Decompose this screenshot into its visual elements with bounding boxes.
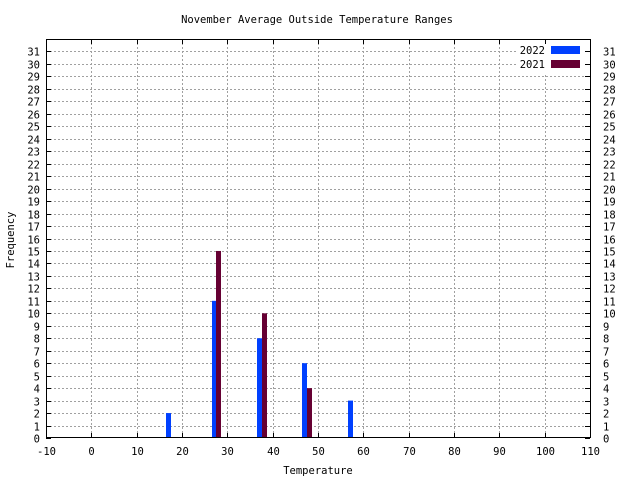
bars xyxy=(166,250,353,438)
x-tick-label: 100 xyxy=(536,446,555,458)
y-tick-label-left: 28 xyxy=(27,85,40,97)
legend-swatch-2021 xyxy=(551,60,580,68)
y-tick-label-right: 25 xyxy=(603,122,616,134)
y-tick-label-left: 7 xyxy=(34,347,40,359)
x-tick-label: 0 xyxy=(88,446,94,458)
y-tick-label-right: 23 xyxy=(603,147,616,159)
y-tick-label-left: 16 xyxy=(27,235,40,247)
bar-2022 xyxy=(302,363,307,438)
bar-2021 xyxy=(307,388,312,438)
x-tick-label: 50 xyxy=(312,446,325,458)
y-tick-label-left: 3 xyxy=(34,397,40,409)
bar-2022 xyxy=(166,413,171,438)
legend-label-2022: 2022 xyxy=(520,45,545,57)
y-tick-label-left: 9 xyxy=(34,322,40,334)
legend-swatch-2022 xyxy=(551,46,580,54)
y-tick-label-right: 28 xyxy=(603,85,616,97)
y-tick-label-right: 17 xyxy=(603,222,616,234)
y-tick-label-right: 7 xyxy=(603,347,609,359)
grid xyxy=(46,39,590,438)
y-tick-label-right: 2 xyxy=(603,409,609,421)
y-tick-label-right: 1 xyxy=(603,422,609,434)
y-tick-label-right: 24 xyxy=(603,135,616,147)
x-tick-label: 10 xyxy=(131,446,144,458)
legend-label-2021: 2021 xyxy=(520,59,545,71)
y-tick-label-left: 24 xyxy=(27,135,40,147)
chart-title: November Average Outside Temperature Ran… xyxy=(181,14,453,26)
y-tick-label-left: 23 xyxy=(27,147,40,159)
y-tick-label-right: 19 xyxy=(603,197,616,209)
y-tick-label-right: 12 xyxy=(603,284,616,296)
y-tick-label-right: 31 xyxy=(603,47,616,59)
y-tick-label-left: 13 xyxy=(27,272,40,284)
x-tick-label: 60 xyxy=(357,446,370,458)
y-tick-label-left: 26 xyxy=(27,110,40,122)
x-axis-ticks: -10 0 10 20 30 40 50 60 70 80 90 100 110 xyxy=(37,39,600,458)
x-tick-label: 110 xyxy=(581,446,600,458)
y-tick-label-left: 10 xyxy=(27,309,40,321)
y-tick-label-left: 5 xyxy=(34,372,40,384)
y-tick-label-left: 4 xyxy=(34,384,40,396)
y-tick-label-left: 29 xyxy=(27,72,40,84)
y-tick-label-right: 20 xyxy=(603,185,616,197)
y-tick-label-right: 11 xyxy=(603,297,616,309)
y-tick-label-right: 5 xyxy=(603,372,609,384)
y-tick-label-right: 21 xyxy=(603,172,616,184)
y-tick-label-right: 8 xyxy=(603,334,609,346)
y-tick-label-left: 25 xyxy=(27,122,40,134)
x-tick-label: 30 xyxy=(221,446,234,458)
y-tick-label-right: 16 xyxy=(603,235,616,247)
y-tick-label-right: 3 xyxy=(603,397,609,409)
y-tick-label-left: 27 xyxy=(27,97,40,109)
y-tick-label-right: 13 xyxy=(603,272,616,284)
y-tick-label-right: 9 xyxy=(603,322,609,334)
bar-2022 xyxy=(348,400,353,438)
bar-2021 xyxy=(216,250,221,438)
bar-2022 xyxy=(257,338,262,438)
y-tick-label-left: 8 xyxy=(34,334,40,346)
x-tick-label: 80 xyxy=(448,446,461,458)
y-tick-label-left: 30 xyxy=(27,60,40,72)
y-tick-label-left: 11 xyxy=(27,297,40,309)
y-tick-label-right: 10 xyxy=(603,309,616,321)
y-tick-label-left: 18 xyxy=(27,210,40,222)
y-tick-label-right: 6 xyxy=(603,359,609,371)
y-tick-label-left: 20 xyxy=(27,185,40,197)
legend: 2022 2021 xyxy=(520,45,580,71)
y-tick-label-right: 0 xyxy=(603,434,609,446)
x-tick-label: 20 xyxy=(176,446,189,458)
y-tick-label-left: 15 xyxy=(27,247,40,259)
y-tick-label-left: 0 xyxy=(34,434,40,446)
y-tick-label-left: 2 xyxy=(34,409,40,421)
y-tick-label-right: 15 xyxy=(603,247,616,259)
y-tick-label-left: 31 xyxy=(27,47,40,59)
y-tick-label-right: 18 xyxy=(603,210,616,222)
y-tick-label-right: 22 xyxy=(603,160,616,172)
y-tick-label-left: 14 xyxy=(27,259,40,271)
y-tick-label-right: 26 xyxy=(603,110,616,122)
y-tick-label-left: 17 xyxy=(27,222,40,234)
y-tick-label-left: 19 xyxy=(27,197,40,209)
y-tick-label-right: 4 xyxy=(603,384,609,396)
x-tick-label: 70 xyxy=(403,446,416,458)
y-axis-label: Frequency xyxy=(5,212,17,269)
y-tick-label-left: 22 xyxy=(27,160,40,172)
bar-2021 xyxy=(262,313,267,438)
y-tick-label-left: 1 xyxy=(34,422,40,434)
y-tick-label-right: 30 xyxy=(603,60,616,72)
y-tick-label-right: 27 xyxy=(603,97,616,109)
y-tick-label-left: 21 xyxy=(27,172,40,184)
bar-2022 xyxy=(212,300,217,438)
y-tick-label-right: 29 xyxy=(603,72,616,84)
y-tick-label-left: 6 xyxy=(34,359,40,371)
x-tick-label: 90 xyxy=(493,446,506,458)
x-axis-label: Temperature xyxy=(283,465,353,477)
y-tick-label-left: 12 xyxy=(27,284,40,296)
x-tick-label: 40 xyxy=(267,446,280,458)
x-tick-label: -10 xyxy=(37,446,56,458)
y-tick-label-right: 14 xyxy=(603,259,616,271)
